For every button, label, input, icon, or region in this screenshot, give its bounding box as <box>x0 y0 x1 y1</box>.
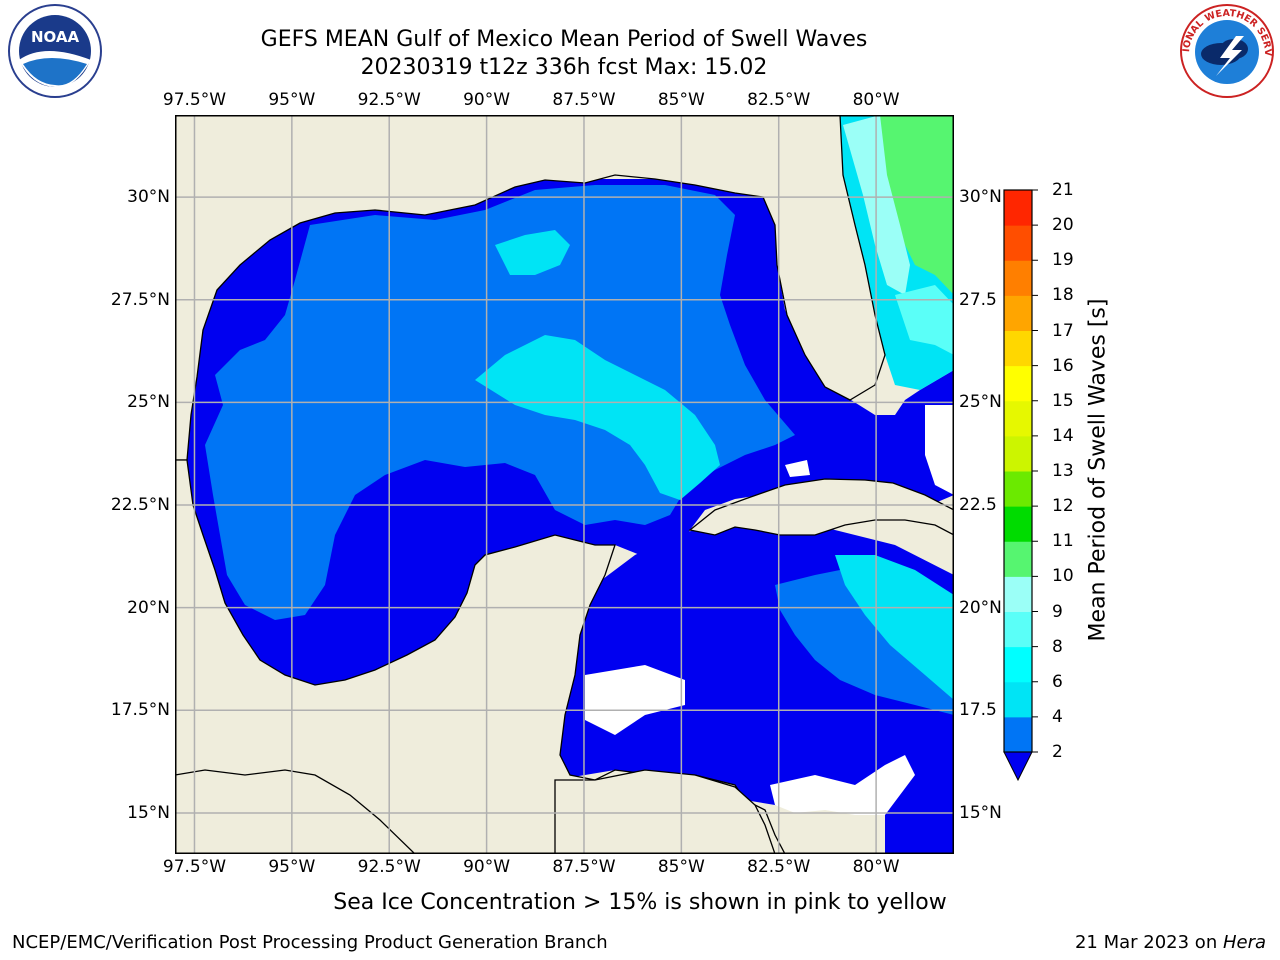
colorbar-band <box>1004 225 1032 261</box>
colorbar-label: Mean Period of Swell Waves [s] <box>1085 298 1111 642</box>
lon-tick-label: 97.5°W <box>162 857 227 877</box>
colorbar-tick-label: 9 <box>1052 601 1063 622</box>
colorbar-band <box>1004 330 1032 367</box>
colorbar-band <box>1004 295 1032 331</box>
colorbar-extend-min <box>1003 751 1033 782</box>
noaa-logo-text: NOAA <box>31 28 80 46</box>
lon-tick-label: 85°W <box>657 90 705 110</box>
colorbar-tick-label: 19 <box>1052 250 1074 271</box>
footer-date-text: 21 Mar 2023 on <box>1074 932 1223 953</box>
colorbar-band <box>1004 190 1032 226</box>
colorbar-band <box>1004 365 1032 402</box>
colorbar-band <box>1004 576 1032 612</box>
lat-tick-label-right: 25°N <box>959 392 1002 413</box>
colorbar-tick-label: 20 <box>1052 215 1074 236</box>
colorbar-band <box>1004 646 1032 683</box>
lat-tick-label: 20°N <box>127 597 170 618</box>
colorbar-band <box>1004 541 1032 577</box>
colorbar-band <box>1004 435 1032 472</box>
cuba-land <box>688 478 954 536</box>
noaa-logo: NOAA <box>8 4 102 98</box>
lon-tick-label: 82.5°W <box>747 90 811 110</box>
plot-title: GEFS MEAN Gulf of Mexico Mean Period of … <box>260 27 868 52</box>
footer-credit: NCEP/EMC/Verification Post Processing Pr… <box>12 932 608 953</box>
us-gulf-coast-land <box>175 115 886 461</box>
caribbean-swell-band-6s <box>835 555 954 700</box>
lat-tick-label-right: 30°N <box>959 187 1002 208</box>
colorbar-tick-label: 21 <box>1052 180 1074 200</box>
colorbar-tick-label: 16 <box>1052 355 1074 376</box>
lon-tick-label: 82.5°W <box>747 857 811 877</box>
colorbar-tick-label: 10 <box>1052 566 1074 587</box>
colorbar-tick-label: 6 <box>1052 671 1063 692</box>
colorbar-tick-label: 14 <box>1052 425 1074 446</box>
colorbar-band <box>1004 681 1032 718</box>
colorbar-tick-label: 11 <box>1052 531 1074 552</box>
lon-tick-label: 95°W <box>268 857 316 877</box>
gulf-swell-band-6s <box>475 335 720 500</box>
lon-tick-label: 97.5°W <box>162 90 227 110</box>
colorbar-band <box>1004 611 1032 648</box>
nws-logo: NATIONAL WEATHER SERVICE <box>1176 2 1274 98</box>
colorbar-tick-label: 4 <box>1052 706 1063 727</box>
map-gridlines <box>175 115 954 854</box>
lon-tick-label: 92.5°W <box>357 857 421 877</box>
lat-tick-label: 15°N <box>127 802 170 823</box>
colorbar-tick-label: 12 <box>1052 496 1074 517</box>
footer-machine: Hera <box>1222 932 1266 953</box>
sea-ice-note: Sea Ice Concentration > 15% is shown in … <box>333 890 947 915</box>
lon-tick-label: 87.5°W <box>552 90 616 110</box>
missing-data-area <box>585 665 685 735</box>
colorbar <box>1003 189 1038 782</box>
map-frame <box>175 115 954 854</box>
mexico-yucatan-land <box>175 459 786 854</box>
lon-tick-label: 80°W <box>852 90 900 110</box>
colorbar-tick-label: 17 <box>1052 320 1074 341</box>
central-america-land <box>554 769 776 854</box>
colorbar-band <box>1004 716 1032 753</box>
colorbar-tick-label: 13 <box>1052 461 1074 481</box>
lat-tick-label-right: 15°N <box>959 802 1002 823</box>
lon-tick-label: 80°W <box>852 857 900 877</box>
gulf-of-mexico-map <box>175 115 954 854</box>
lat-tick-label: 25°N <box>127 392 170 413</box>
lon-tick-label: 90°W <box>463 857 511 877</box>
colorbar-tick-label: 15 <box>1052 390 1074 411</box>
atlantic-swell-band-9s <box>875 115 954 295</box>
lon-tick-label: 87.5°W <box>552 857 616 877</box>
colorbar-tick-label: 8 <box>1052 636 1063 657</box>
colorbar-band <box>1004 260 1032 296</box>
colorbar-band <box>1004 471 1032 507</box>
lon-tick-label: 90°W <box>463 90 511 110</box>
missing-data-area <box>770 755 915 815</box>
lat-tick-label-right: 17.5 <box>959 700 997 721</box>
colorbar-band <box>1004 400 1032 437</box>
lon-tick-label: 85°W <box>657 857 705 877</box>
lat-tick-label: 22.5°N <box>110 495 170 516</box>
lat-tick-label: 30°N <box>127 187 170 208</box>
colorbar-band <box>1004 506 1032 542</box>
missing-data-area <box>925 405 954 495</box>
atlantic-swell-band-7s <box>895 285 954 355</box>
colorbar-tick-label: 18 <box>1052 285 1074 306</box>
lat-tick-label: 17.5°N <box>110 700 170 721</box>
lat-tick-label-right: 20°N <box>959 597 1002 618</box>
plot-subtitle: 20230319 t12z 336h fcst Max: 15.02 <box>360 55 768 80</box>
gulf-swell-patch-6s <box>495 230 570 275</box>
lat-tick-label-right: 27.5 <box>959 289 997 310</box>
lon-tick-label: 92.5°W <box>357 90 421 110</box>
colorbar-tick-label: 2 <box>1052 742 1063 762</box>
lon-tick-label: 95°W <box>268 90 316 110</box>
missing-data-area <box>785 460 810 477</box>
lat-tick-label-right: 22.5 <box>959 495 997 516</box>
lat-tick-label: 27.5°N <box>110 289 170 310</box>
footer-date: 21 Mar 2023 on Hera <box>1075 932 1266 954</box>
